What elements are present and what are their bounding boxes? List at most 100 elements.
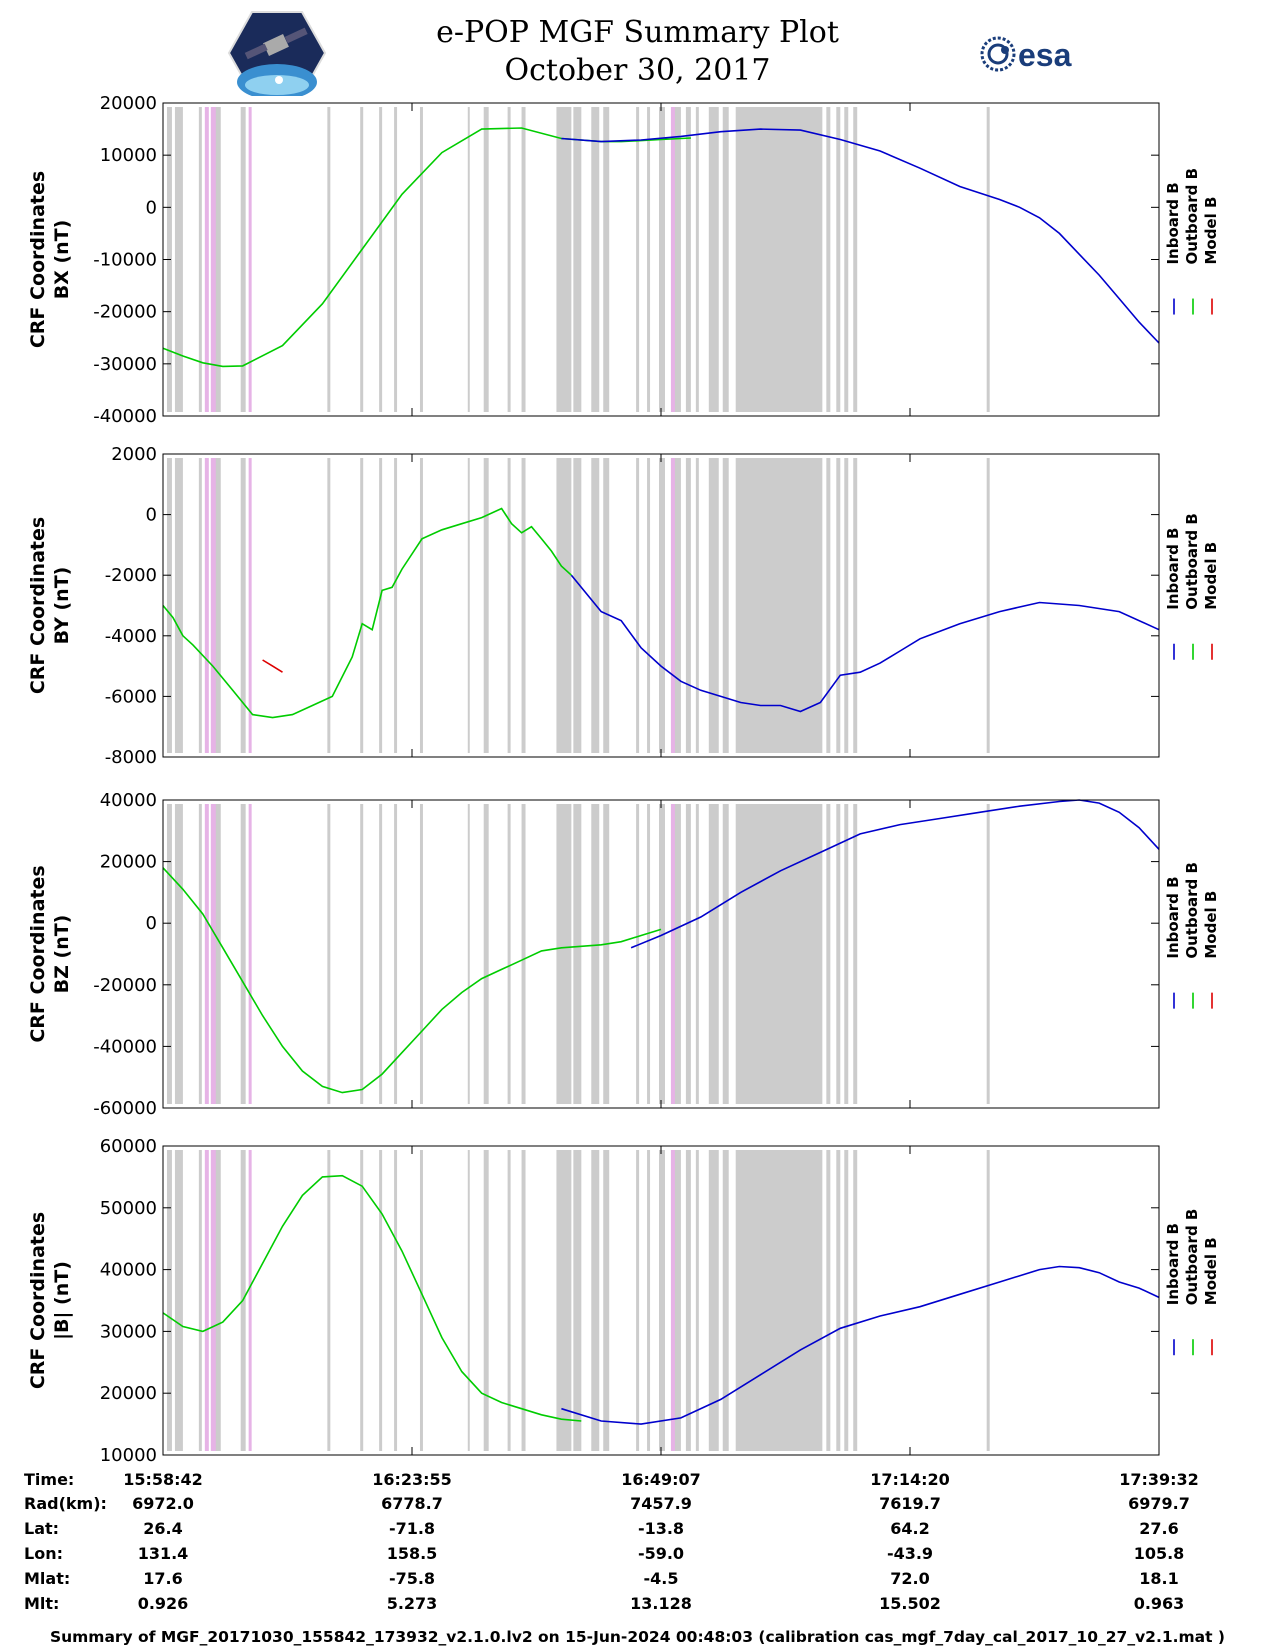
data-gap-band [853, 458, 858, 753]
plot-title: e-POP MGF Summary Plot [436, 15, 839, 50]
data-gap-band [695, 804, 699, 1104]
data-gap-band [826, 804, 831, 1104]
ephemeris-row-label: Mlt: [24, 1594, 60, 1613]
y-axis-label-line2: BX (nT) [51, 220, 73, 300]
ephemeris-value: 17.6 [143, 1569, 183, 1588]
data-gap-band [166, 458, 172, 753]
ephemeris-value: 17:39:32 [1119, 1470, 1199, 1489]
data-gap-band [722, 804, 729, 1104]
data-gap-band [636, 458, 640, 753]
data-gap-band [507, 458, 511, 753]
event-band [670, 458, 675, 753]
data-gap-band [521, 107, 526, 412]
data-gap-band [735, 458, 823, 753]
y-tick-label: 0 [146, 197, 157, 218]
series-inboard-b [561, 1265, 1160, 1425]
data-gap-band [695, 107, 699, 412]
series-inboard-b [570, 574, 1160, 713]
data-gap-band [166, 804, 172, 1104]
ephemeris-value: 6979.7 [1128, 1494, 1190, 1513]
data-gap-band [836, 458, 841, 753]
data-gap-band [521, 1150, 526, 1451]
legend-label: Model B [1202, 542, 1220, 610]
data-gap-band [670, 107, 681, 412]
data-gap-band [853, 107, 858, 412]
data-gap-band [591, 804, 600, 1104]
data-gap-band [174, 458, 183, 753]
data-gap-band [394, 804, 398, 1104]
data-gap-band [836, 804, 841, 1104]
panel-4: 60000 50000 40000 30000 20000 10000 CRF Coordi… [27, 1136, 1220, 1466]
panel-3: 40000 20000 0 -20000 -40000 -60000 CRF Coordin… [27, 790, 1220, 1119]
data-gap-band [670, 804, 681, 1104]
data-gap-band [722, 107, 729, 412]
ephemeris-value: 158.5 [386, 1544, 438, 1563]
event-band [210, 107, 216, 412]
data-gap-band [695, 458, 699, 753]
data-gap-band [379, 107, 383, 412]
data-gap-band [659, 804, 665, 1104]
data-gap-band [722, 458, 729, 753]
data-gap-band [327, 107, 331, 412]
y-tick-label: -20000 [93, 302, 157, 323]
legend-label: Inboard B [1164, 182, 1182, 264]
data-gap-band [556, 804, 572, 1104]
y-axis-label-line2: BY (nT) [51, 567, 73, 645]
data-gap-band [573, 107, 582, 412]
legend-label: Outboard B [1183, 862, 1201, 959]
event-band [670, 804, 675, 1104]
y-tick-label: -20000 [93, 975, 157, 996]
data-gap-band [670, 458, 681, 753]
data-gap-band [826, 107, 831, 412]
data-gap-band [394, 458, 398, 753]
data-gap-band [394, 1150, 398, 1451]
data-gap-band [659, 458, 665, 753]
data-gap-band [659, 1150, 665, 1451]
data-gap-band [603, 458, 610, 753]
data-gap-band [844, 458, 849, 753]
series-inboard-b [630, 799, 1160, 949]
data-gap-band [556, 458, 572, 753]
ephemeris-value: 6972.0 [132, 1494, 194, 1513]
data-gap-band [214, 458, 221, 753]
data-gap-band [521, 458, 526, 753]
legend-label: Inboard B [1164, 1223, 1182, 1305]
y-axis-label-line1: CRF Coordinates [27, 865, 49, 1042]
data-gap-band [708, 1150, 719, 1451]
ephemeris-value: 15:58:42 [123, 1470, 203, 1489]
ephemeris-value: 13.128 [630, 1594, 692, 1613]
data-gap-band [603, 107, 610, 412]
y-tick-label: -60000 [93, 1098, 157, 1119]
data-gap-band [327, 1150, 331, 1451]
data-gap-band [844, 804, 849, 1104]
data-gap-band [379, 1150, 383, 1451]
ephemeris-value: -59.0 [637, 1544, 685, 1563]
event-band [204, 1150, 209, 1451]
legend-label: Model B [1202, 197, 1220, 265]
data-gap-band [659, 107, 665, 412]
data-gap-band [722, 1150, 729, 1451]
event-band [670, 107, 675, 412]
y-tick-label: 50000 [100, 1198, 157, 1219]
ephemeris-value: 17:14:20 [870, 1470, 950, 1489]
legend-label: Outboard B [1183, 1209, 1201, 1306]
data-gap-band [573, 458, 582, 753]
series-outboard-b [162, 507, 572, 719]
ephemeris-row-label: Mlat: [24, 1569, 71, 1588]
data-gap-band [735, 804, 823, 1104]
event-band [248, 458, 252, 753]
data-gap-band [214, 804, 221, 1104]
event-band [670, 1150, 675, 1451]
ephemeris-value: -4.5 [643, 1569, 679, 1588]
data-gap-band [166, 1150, 172, 1451]
y-axis-label-line1: CRF Coordinates [27, 517, 49, 694]
satellite-hexagon-logo-icon [227, 11, 327, 96]
data-gap-band [826, 458, 831, 753]
ephemeris-value: 6778.7 [381, 1494, 443, 1513]
data-gap-band [695, 1150, 699, 1451]
ephemeris-row-label: Rad(km): [24, 1494, 107, 1513]
event-band [248, 804, 252, 1104]
data-gap-band [467, 804, 470, 1104]
data-gap-band [685, 1150, 691, 1451]
